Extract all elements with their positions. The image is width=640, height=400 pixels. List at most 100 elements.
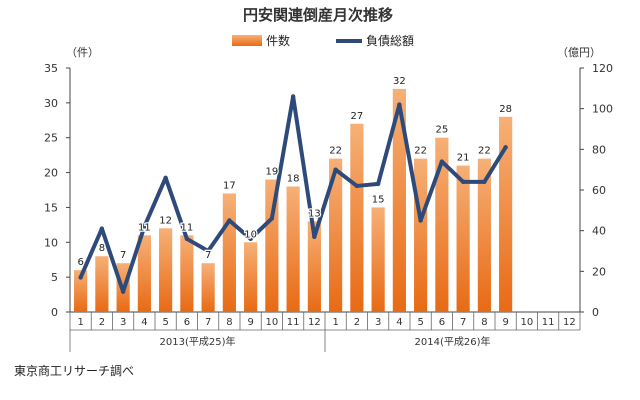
x-tick-label: 1 — [77, 317, 83, 328]
right-tick-label: 80 — [592, 143, 606, 156]
bar — [350, 123, 364, 313]
x-tick-label: 9 — [502, 317, 508, 328]
bar-value-label: 6 — [77, 257, 83, 268]
bar — [180, 235, 194, 312]
line-point — [99, 226, 105, 231]
x-tick-label: 7 — [460, 317, 466, 328]
bar — [435, 137, 449, 312]
chart-title: 円安関連倒産月次推移 — [243, 6, 393, 24]
bar — [477, 158, 491, 312]
bar — [456, 165, 470, 312]
line-point — [142, 224, 147, 229]
bar-value-label: 11 — [138, 222, 151, 233]
bar — [74, 270, 88, 312]
legend-label-bar: 件数 — [266, 33, 290, 48]
line-point — [227, 218, 232, 223]
x-tick-label: 3 — [375, 317, 381, 328]
line-point — [163, 175, 168, 180]
bar — [392, 88, 406, 313]
x-tick-label: 9 — [247, 317, 253, 328]
left-tick-label: 35 — [44, 62, 58, 75]
x-tick-label: 7 — [205, 317, 211, 328]
right-tick-label: 100 — [592, 103, 613, 116]
bar-value-label: 8 — [99, 243, 105, 254]
bar-value-label: 21 — [457, 153, 470, 164]
line-point — [184, 236, 190, 241]
line-point — [482, 179, 487, 185]
bar-value-label: 22 — [414, 146, 427, 157]
line-point — [248, 236, 253, 241]
bar — [265, 179, 279, 312]
x-tick-label: 6 — [184, 317, 190, 328]
bar-value-label: 27 — [351, 111, 364, 122]
bar — [499, 116, 513, 312]
bar — [159, 228, 173, 312]
x-tick-label: 5 — [417, 317, 423, 328]
line-point — [503, 145, 508, 150]
x-tick-label: 8 — [481, 317, 487, 328]
line-point — [312, 234, 317, 239]
left-tick-label: 25 — [44, 132, 58, 145]
bar — [371, 207, 385, 312]
left-axis-unit: （件） — [66, 46, 99, 59]
bar — [222, 193, 236, 312]
x-tick-label: 12 — [308, 317, 321, 328]
x-tick-label: 5 — [162, 317, 168, 328]
bar — [286, 186, 300, 312]
x-tick-label: 11 — [287, 317, 300, 328]
bar-value-label: 15 — [372, 194, 385, 205]
bar-value-label: 25 — [436, 125, 449, 136]
line-point — [205, 248, 211, 254]
line-point — [120, 289, 126, 294]
left-tick-label: 20 — [44, 167, 58, 180]
line-point — [290, 94, 296, 99]
bar — [244, 242, 258, 312]
right-tick-label: 120 — [592, 62, 613, 75]
x-tick-label: 8 — [226, 317, 232, 328]
bar — [201, 263, 215, 312]
x-tick-label: 4 — [396, 317, 402, 328]
bar-value-label: 28 — [499, 104, 512, 115]
bar-value-label: 22 — [478, 146, 491, 157]
bar — [307, 221, 321, 312]
left-tick-label: 10 — [44, 236, 58, 249]
line-point — [418, 218, 423, 223]
right-tick-label: 20 — [592, 265, 606, 278]
line-point — [375, 181, 381, 187]
right-axis-unit: （億円） — [557, 46, 601, 59]
x-tick-label: 12 — [563, 317, 576, 328]
x-tick-label: 10 — [266, 317, 279, 328]
bar-value-label: 13 — [308, 208, 321, 219]
bar-value-label: 10 — [244, 229, 257, 240]
right-tick-label: 40 — [592, 225, 606, 238]
year-label-2013: 2013(平成25)年 — [160, 335, 236, 348]
bar — [137, 235, 151, 312]
bar-value-label: 22 — [329, 146, 342, 157]
bar-value-label: 17 — [223, 180, 236, 191]
left-tick-label: 15 — [44, 201, 58, 214]
bar-value-label: 32 — [393, 76, 406, 87]
right-tick-label: 60 — [592, 184, 606, 197]
left-tick-label: 5 — [51, 271, 58, 284]
line-point — [333, 167, 338, 172]
line-point — [397, 102, 402, 107]
line-point — [269, 216, 275, 221]
bar-value-label: 7 — [120, 250, 126, 261]
legend-label-line: 負債総額 — [366, 33, 414, 48]
bar-value-label: 11 — [181, 222, 194, 233]
bar-value-label: 7 — [205, 250, 211, 261]
legend-swatch-bar — [232, 35, 262, 46]
line-point — [460, 179, 466, 185]
x-tick-label: 10 — [521, 317, 534, 328]
line-point — [439, 159, 445, 164]
x-tick-label: 3 — [120, 317, 126, 328]
bar — [329, 158, 343, 312]
right-tick-label: 0 — [592, 306, 599, 319]
bar-value-label: 19 — [266, 167, 279, 178]
x-tick-label: 6 — [439, 317, 445, 328]
bar — [95, 256, 109, 312]
left-tick-label: 0 — [51, 306, 58, 319]
bar-value-label: 18 — [287, 174, 300, 185]
